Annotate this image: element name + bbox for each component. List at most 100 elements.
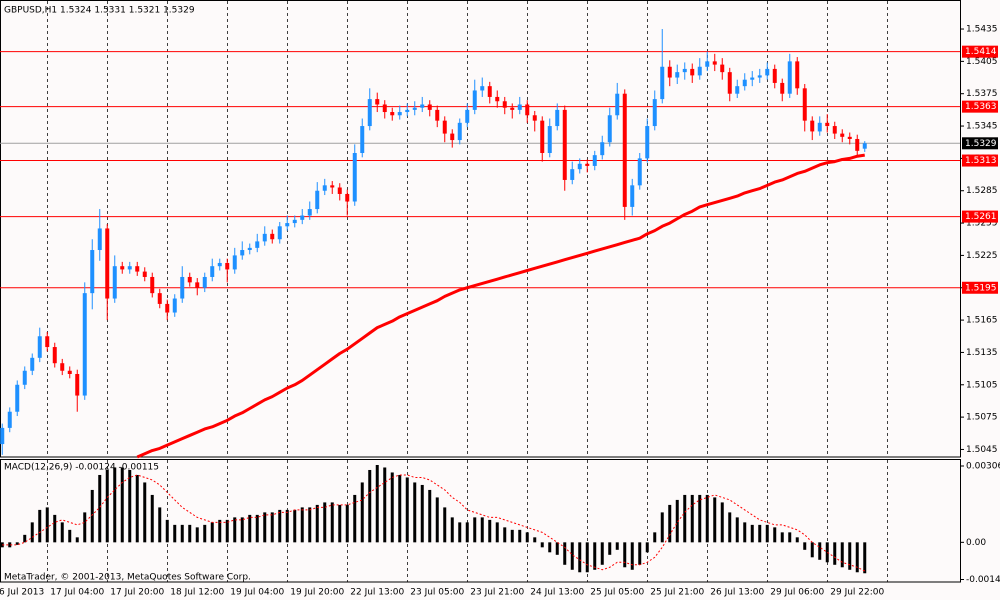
y-tick-label: 1.5045 [966,445,998,455]
macd-bar [780,532,784,543]
candle-body [292,219,297,224]
macd-bar [818,542,822,560]
macd-bar [848,542,852,570]
macd-bar [458,522,462,543]
candle-body [75,373,80,396]
macd-bar [743,522,747,543]
candle-body [510,107,515,110]
macd-bar [630,542,634,570]
candle-body [0,427,5,445]
candle-body [660,66,665,100]
candle-body [337,187,342,194]
candle-body [600,142,605,156]
candle-body [82,293,87,396]
macd-bar [705,494,709,543]
candle-body [682,68,687,73]
y-tick-label: 1.5075 [966,413,998,423]
candle-body [555,109,560,127]
macd-bar [323,502,327,543]
macd-bar [8,542,12,548]
candle-body [142,271,147,277]
candle-body [855,138,860,151]
macd-bar [615,542,619,550]
macd-bar [98,474,102,543]
macd-bar [248,514,252,543]
macd-bar [435,497,439,543]
candle-body [817,122,822,132]
macd-bar [623,542,627,568]
candle-body [540,120,545,153]
candle-body [135,266,140,272]
macd-bar [158,507,162,543]
macd-bar [510,529,514,543]
level-label: 1.5261 [965,212,997,222]
macd-bar [675,499,679,543]
candle-body [285,223,290,227]
moving-average [136,153,865,459]
level-label-bg [962,210,998,223]
macd-bar [83,512,87,543]
x-tick-label: 25 Jul 21:00 [650,588,704,598]
x-tick-label: 16 Jul 2013 [0,588,44,598]
macd-bar [750,524,754,543]
macd-bar [578,542,582,573]
candle-body [187,276,192,283]
x-tick-label: 25 Jul 05:00 [590,588,644,598]
candle-body [322,185,327,191]
macd-bar [375,464,379,543]
y-tick-label: 1.5105 [966,380,998,390]
candle-body [97,228,102,251]
candle-body [810,120,815,132]
price-title: GBPUSD,H1 1.5324 1.5331 1.5321 1.5329 [4,6,195,16]
candle-body [705,61,710,67]
y-tick-label: 1.5375 [966,89,998,99]
macd-bar [345,504,349,543]
candle-body [247,247,252,251]
candle-body [667,66,672,78]
candle-body [630,185,635,207]
macd-bar [120,467,124,543]
candle-body [735,86,740,94]
macd-bar [173,524,177,543]
macd-bar [360,482,364,543]
macd-bar [720,502,724,543]
candle-body [495,96,500,102]
macd-bar [233,517,237,543]
macd-bar [600,542,604,565]
macd-bar [450,517,454,543]
macd-title: MACD(12,26,9) -0.00124 -0.00115 [4,463,159,473]
macd-bar [165,519,169,543]
y-tick-label: -0.00149 [966,575,1000,585]
candle-body [532,115,537,121]
candle-body [427,104,432,110]
x-tick-label: 17 Jul 04:00 [50,588,104,598]
x-tick-label: 17 Jul 20:00 [110,588,164,598]
candle-body [217,262,222,267]
macd-bar [240,517,244,543]
candle-body [472,90,477,110]
macd-bar [803,542,807,550]
y-tick-label: 1.5285 [966,186,998,196]
price-panel-frame [0,0,961,458]
level-label-bg [962,154,998,167]
candle-body [150,276,155,294]
macd-bar [225,519,229,543]
macd-bar [203,524,207,543]
y-tick-label: 0.00306 [966,461,1000,471]
candle-body [240,250,245,256]
candle-body [277,226,282,240]
candle-body [367,99,372,127]
candle-body [195,282,200,288]
macd-bar [488,519,492,543]
candle-body [652,99,657,127]
macd-bar [285,509,289,543]
macd-bar [420,484,424,543]
candle-body [262,233,267,242]
macd-bar [645,542,649,553]
macd-bar [218,519,222,543]
candle-body [757,75,762,78]
candle-body [165,303,170,313]
macd-bar [503,527,507,543]
candle-body [787,61,792,94]
